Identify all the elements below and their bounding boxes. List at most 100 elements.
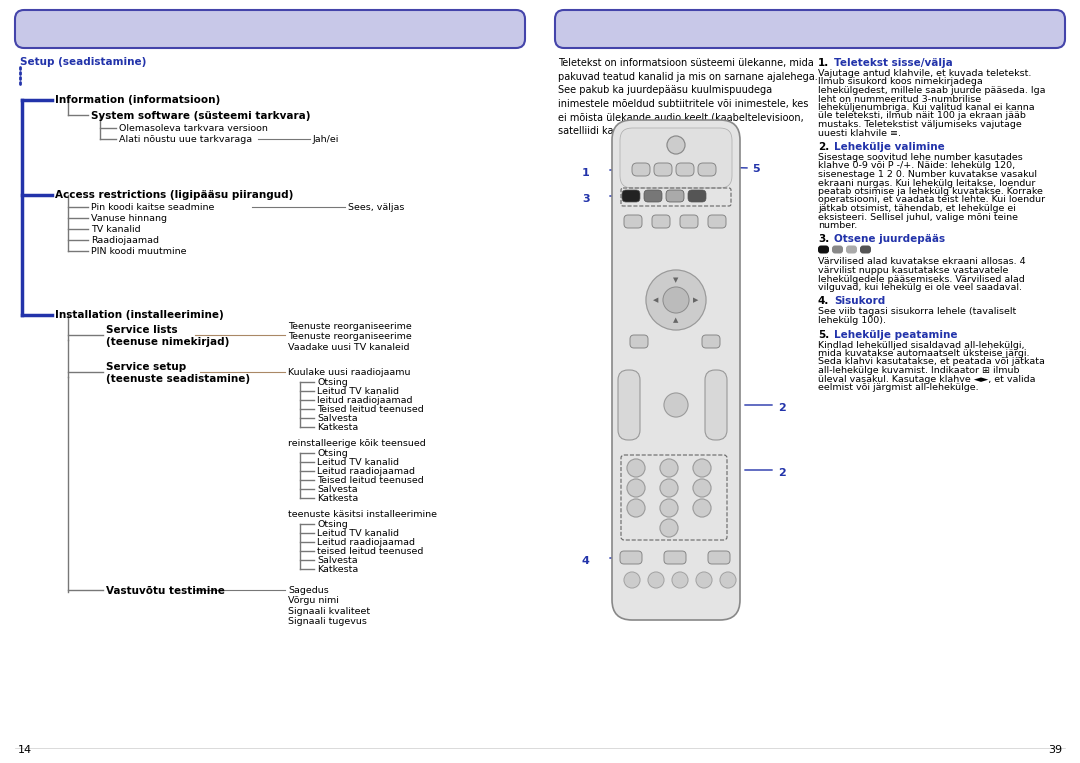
- Circle shape: [627, 499, 645, 517]
- FancyBboxPatch shape: [618, 370, 640, 440]
- Text: 14: 14: [18, 745, 32, 755]
- Text: leheküljenumbriga. Kui valitud kanal ei kanna: leheküljenumbriga. Kui valitud kanal ei …: [818, 103, 1035, 112]
- Circle shape: [696, 572, 712, 588]
- Text: Teised leitud teenused: Teised leitud teenused: [318, 476, 423, 485]
- Text: Kuulake uusi raadiojaamu: Kuulake uusi raadiojaamu: [288, 368, 410, 377]
- Text: Teised leitud teenused: Teised leitud teenused: [318, 405, 423, 414]
- FancyBboxPatch shape: [612, 120, 740, 620]
- Text: OK: OK: [670, 295, 683, 304]
- FancyBboxPatch shape: [708, 215, 726, 228]
- Text: 1.: 1.: [818, 58, 829, 68]
- Text: P: P: [714, 401, 718, 407]
- Circle shape: [667, 136, 685, 154]
- Text: Otsing: Otsing: [318, 449, 348, 458]
- Text: jätkab otsimist, tähendab, et lehekülge ei: jätkab otsimist, tähendab, et lehekülge …: [818, 204, 1016, 213]
- FancyBboxPatch shape: [705, 370, 727, 440]
- FancyBboxPatch shape: [15, 10, 525, 48]
- Text: Seda klahvi kasutatakse, et peatada või jätkata: Seda klahvi kasutatakse, et peatada või …: [818, 358, 1044, 366]
- Text: Katkesta: Katkesta: [318, 423, 359, 432]
- Circle shape: [660, 519, 678, 537]
- Text: 3: 3: [700, 463, 704, 472]
- FancyBboxPatch shape: [708, 551, 730, 564]
- Text: +: +: [712, 382, 720, 392]
- Text: vilguvad, kui lehekülg ei ole veel saadaval.: vilguvad, kui lehekülg ei ole veel saada…: [818, 283, 1022, 292]
- Text: leht on nummeeritud 3-numbrilise: leht on nummeeritud 3-numbrilise: [818, 95, 981, 104]
- Text: MENU
TV: MENU TV: [624, 237, 640, 248]
- Text: Olemasoleva tarkvara versioon: Olemasoleva tarkvara versioon: [119, 124, 268, 133]
- FancyBboxPatch shape: [846, 246, 858, 253]
- Text: Vanuse hinnang: Vanuse hinnang: [91, 214, 167, 223]
- FancyBboxPatch shape: [860, 246, 870, 253]
- Text: ⏻: ⏻: [673, 140, 679, 150]
- Text: ▲: ▲: [673, 317, 678, 323]
- Text: Alati nõustu uue tarkvaraga: Alati nõustu uue tarkvaraga: [119, 135, 252, 144]
- Text: 1: 1: [582, 168, 590, 178]
- Text: 2: 2: [666, 463, 672, 472]
- Text: operatsiooni, et vaadata teist lehte. Kui loendur: operatsiooni, et vaadata teist lehte. Ku…: [818, 195, 1045, 204]
- Text: Information (informatsioon): Information (informatsioon): [55, 95, 220, 105]
- Text: OK: OK: [671, 402, 680, 408]
- Circle shape: [660, 459, 678, 477]
- FancyBboxPatch shape: [702, 335, 720, 348]
- Text: Raadiojaamad: Raadiojaamad: [91, 236, 159, 245]
- Text: Salvesta: Salvesta: [318, 556, 357, 565]
- Text: 5: 5: [752, 164, 759, 174]
- Text: Otsing: Otsing: [318, 520, 348, 529]
- Text: Installation (installeerimine): Installation (installeerimine): [55, 310, 224, 320]
- Text: ▶: ▶: [693, 297, 699, 303]
- Text: lehekülgedest, millele saab juurde pääseda. Iga: lehekülgedest, millele saab juurde pääse…: [818, 86, 1045, 95]
- Text: Leitud TV kanalid: Leitud TV kanalid: [318, 529, 399, 538]
- Text: peatab otsimise ja lehekülg kuvatakse. Korrake: peatab otsimise ja lehekülg kuvatakse. K…: [818, 187, 1043, 196]
- Text: 3.: 3.: [818, 234, 829, 244]
- Text: PHILIPS: PHILIPS: [654, 598, 698, 608]
- Text: 7: 7: [633, 504, 638, 513]
- Text: System software (süsteemi tarkvara): System software (süsteemi tarkvara): [91, 111, 311, 121]
- Text: reinstalleerige kõik teensued: reinstalleerige kõik teensued: [288, 439, 426, 448]
- Text: 0: 0: [666, 523, 672, 533]
- Text: TELEVISION: TELEVISION: [658, 610, 694, 615]
- Text: värvilist nuppu kasutatakse vastavatele: värvilist nuppu kasutatakse vastavatele: [818, 266, 1009, 275]
- Text: Salvesta: Salvesta: [318, 414, 357, 423]
- Text: 2: 2: [778, 403, 786, 413]
- Circle shape: [648, 572, 664, 588]
- Text: Katkesta: Katkesta: [318, 565, 359, 574]
- Text: Kindlad lehekülljed sisaldavad all-lehekülgi,: Kindlad lehekülljed sisaldavad all-lehek…: [818, 340, 1025, 349]
- Text: Teletekst on informatsioon süsteemi ülekanne, mida
pakuvad teatud kanalid ja mis: Teletekst on informatsioon süsteemi ülek…: [558, 58, 818, 136]
- Circle shape: [660, 499, 678, 517]
- Circle shape: [663, 287, 689, 313]
- Text: Vajutage antud klahvile, et kuvada teletekst.: Vajutage antud klahvile, et kuvada telet…: [818, 69, 1031, 78]
- Text: teenuste käsitsi installeerimine: teenuste käsitsi installeerimine: [288, 510, 437, 519]
- Circle shape: [693, 459, 711, 477]
- FancyBboxPatch shape: [818, 246, 829, 253]
- Text: Sees, väljas: Sees, väljas: [348, 203, 404, 212]
- Text: Lehekülje peatamine: Lehekülje peatamine: [834, 330, 958, 340]
- Text: 6: 6: [700, 484, 704, 492]
- FancyBboxPatch shape: [620, 128, 732, 188]
- Text: uuesti klahvile ≡.: uuesti klahvile ≡.: [818, 128, 901, 137]
- Text: 4.: 4.: [818, 297, 829, 307]
- Text: 6   DIGITAALSEST PÕHIMENÜÜST JA ALMENTÜÜDEST: 6 DIGITAALSEST PÕHIMENÜÜST JA ALMENTÜÜDE…: [28, 20, 460, 38]
- Text: 4: 4: [582, 556, 590, 566]
- Text: Otsing: Otsing: [318, 378, 348, 387]
- FancyBboxPatch shape: [688, 190, 706, 202]
- Text: mustaks. Teletekstist väljumiseks vajutage: mustaks. Teletekstist väljumiseks vajuta…: [818, 120, 1022, 129]
- Text: Lehekülje valimine: Lehekülje valimine: [834, 142, 945, 152]
- FancyBboxPatch shape: [664, 551, 686, 564]
- Text: 3: 3: [582, 194, 590, 204]
- Text: 1: 1: [633, 463, 638, 472]
- Circle shape: [627, 479, 645, 497]
- Text: Katkesta: Katkesta: [318, 494, 359, 503]
- Circle shape: [624, 572, 640, 588]
- Text: 39: 39: [1048, 745, 1062, 755]
- Text: üle teleteksti, ilmub näit 100 ja ekraan jääb: üle teleteksti, ilmub näit 100 ja ekraan…: [818, 111, 1026, 121]
- Text: VOL: VOL: [622, 401, 636, 407]
- Text: 29 TELETEKST: 29 TELETEKST: [568, 21, 685, 37]
- Circle shape: [660, 479, 678, 497]
- Circle shape: [693, 499, 711, 517]
- Text: Teenuste reorganiseerime
Teenuste reorganiseerime
Vaadake uusi TV kanaleid: Teenuste reorganiseerime Teenuste reorga…: [288, 322, 411, 352]
- Text: Pin koodi kaitse seadmine: Pin koodi kaitse seadmine: [91, 203, 214, 212]
- Text: Sisestage soovitud lehe number kasutades: Sisestage soovitud lehe number kasutades: [818, 153, 1023, 162]
- Text: 9: 9: [700, 504, 704, 513]
- Text: eelmist või järgmist all-lehekülge.: eelmist või järgmist all-lehekülge.: [818, 383, 978, 392]
- Text: all-lehekülge kuvamist. Indikaator ⊞ ilmub: all-lehekülge kuvamist. Indikaator ⊞ ilm…: [818, 366, 1020, 375]
